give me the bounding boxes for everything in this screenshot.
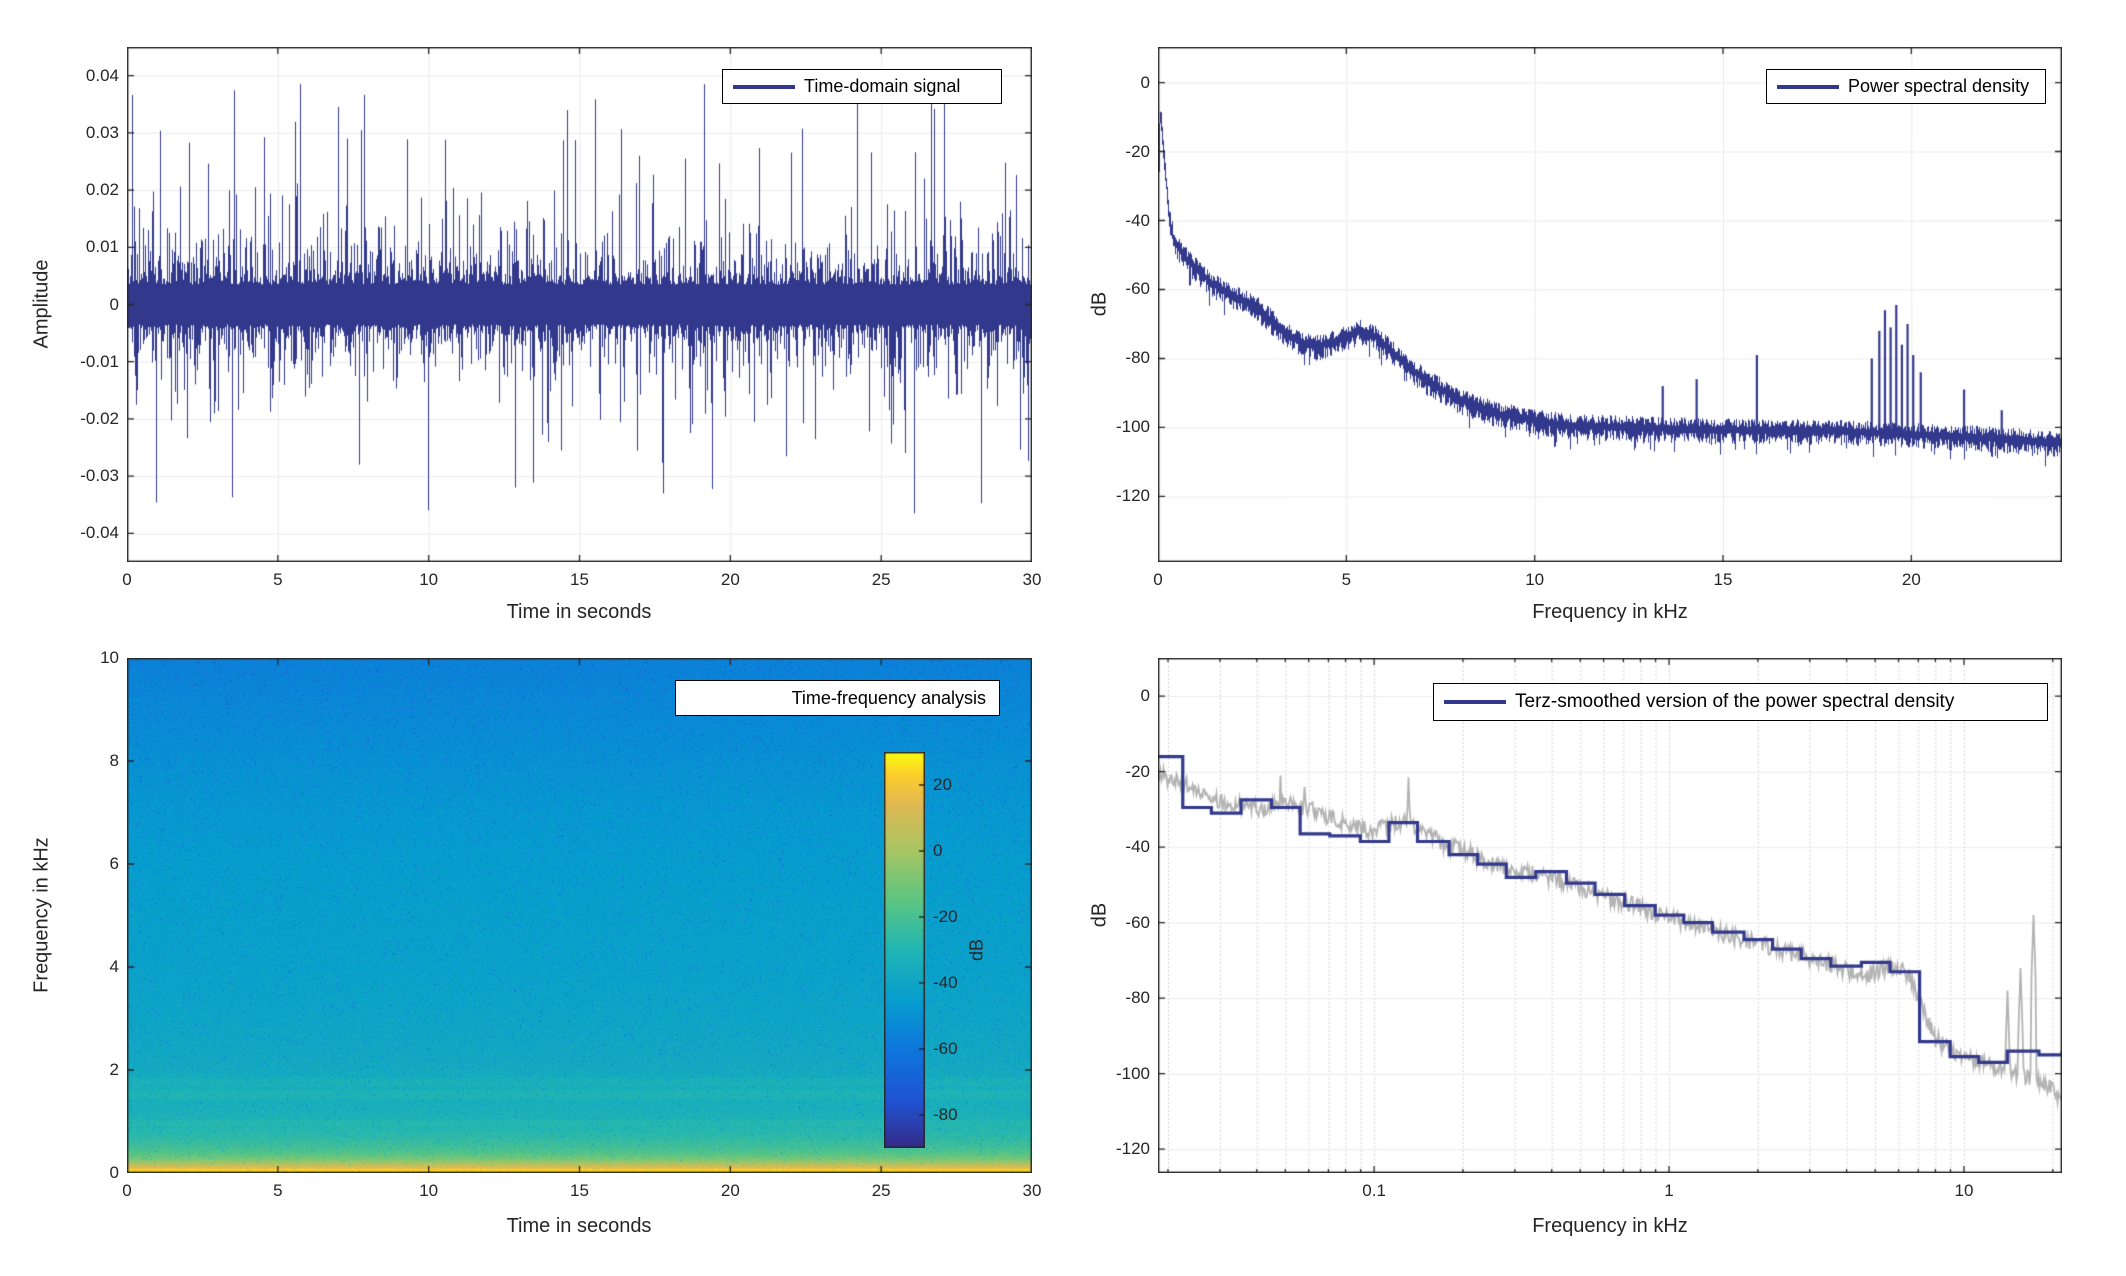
legend-label: Time-frequency analysis (791, 687, 986, 708)
tick-label: 10 (419, 570, 439, 589)
tick-label: -0.01 (80, 351, 119, 371)
tick-label: 0 (933, 841, 943, 860)
tick-label: 25 (871, 1181, 891, 1200)
tick-label: -60 (933, 1039, 958, 1058)
tick-label: 10 (1525, 570, 1545, 589)
tick-label: 0 (109, 1163, 119, 1182)
tick-label: 5 (273, 1181, 283, 1200)
tick-label: 0.01 (85, 237, 119, 257)
tick-label: -0.04 (80, 523, 119, 543)
tick-label: -60 (1125, 912, 1150, 932)
tick-label: -40 (1125, 837, 1150, 857)
colorbar-canvas (884, 752, 925, 1148)
legend-psd: Power spectral density (1766, 69, 2046, 104)
tick-label: 5 (1341, 570, 1352, 589)
tick-label: 10 (1954, 1181, 1974, 1200)
legend-label: Time-domain signal (804, 76, 961, 96)
tick-label: 5 (273, 570, 283, 589)
legend-label: Power spectral density (1848, 76, 2030, 96)
legend-time-domain: Time-domain signal (722, 69, 1002, 104)
tick-label: 30 (1022, 570, 1042, 589)
tick-label: -100 (1115, 417, 1150, 437)
tick-label: 20 (720, 570, 740, 589)
tick-label: 20 (1901, 570, 1921, 589)
tick-label: -80 (933, 1105, 958, 1124)
tick-label: 0 (122, 1181, 132, 1200)
tick-label: -120 (1115, 486, 1150, 506)
tick-label: -20 (933, 907, 958, 926)
colorbar-db-label: dB (966, 938, 987, 962)
tick-label: 0 (1140, 72, 1150, 92)
tick-label: 4 (109, 957, 119, 976)
tick-label: -120 (1115, 1139, 1150, 1159)
tick-label: 6 (109, 854, 119, 873)
tick-label: 0 (109, 294, 119, 314)
tick-label: -60 (1125, 279, 1150, 299)
tick-label: 0 (1153, 570, 1163, 589)
tick-label: 25 (871, 570, 891, 589)
spectrogram-plot-canvas (127, 658, 1032, 1173)
tick-label: 0.02 (85, 180, 119, 200)
tick-label: 10 (419, 1181, 439, 1200)
tick-label: -80 (1125, 348, 1150, 368)
tick-label: 0.03 (85, 122, 119, 142)
tick-label: 2 (109, 1060, 119, 1079)
tick-label: 0 (1140, 686, 1150, 706)
x-axis-label-frequency-psd: Frequency in kHz (1532, 601, 1688, 623)
legend-label: Terz-smoothed version of the power spect… (1515, 691, 1955, 712)
tick-label: 0 (122, 570, 132, 589)
legend-time-frequency: Time-frequency analysis (675, 680, 1000, 716)
tick-label: -40 (933, 973, 958, 992)
psd-plot-canvas (1158, 47, 2062, 562)
tick-label: 30 (1022, 1181, 1042, 1200)
tick-label: -100 (1115, 1063, 1150, 1083)
tick-label: 15 (570, 570, 589, 589)
tick-label: 20 (720, 1181, 740, 1200)
tick-label: -0.02 (80, 408, 119, 428)
tick-label: 10 (100, 648, 119, 667)
tick-label: 15 (1713, 570, 1733, 589)
tick-label: 15 (570, 1181, 589, 1200)
x-axis-label-time-bottom: Time in seconds (506, 1215, 652, 1237)
tick-label: 0.04 (85, 65, 119, 85)
time-domain-plot-canvas (127, 47, 1032, 562)
legend-terz-smoothed: Terz-smoothed version of the power spect… (1433, 683, 2048, 721)
x-axis-label-frequency-terz: Frequency in kHz (1532, 1215, 1688, 1237)
tick-label: 0.1 (1362, 1181, 1386, 1200)
legend-line-sample (733, 84, 795, 89)
legend-line-sample (1444, 700, 1506, 704)
tick-label: -80 (1125, 988, 1150, 1008)
terz-psd-plot-canvas (1158, 658, 2062, 1173)
tick-label: 1 (1664, 1181, 1674, 1200)
legend-line-sample (1777, 84, 1839, 89)
tick-label: 20 (933, 775, 952, 794)
tick-label: -20 (1125, 141, 1150, 161)
tick-label: 8 (109, 751, 119, 770)
tick-label: -20 (1125, 761, 1150, 781)
tick-label: -0.03 (80, 466, 119, 486)
tick-label: -40 (1125, 210, 1150, 230)
x-axis-label-time-top: Time in seconds (506, 601, 652, 623)
